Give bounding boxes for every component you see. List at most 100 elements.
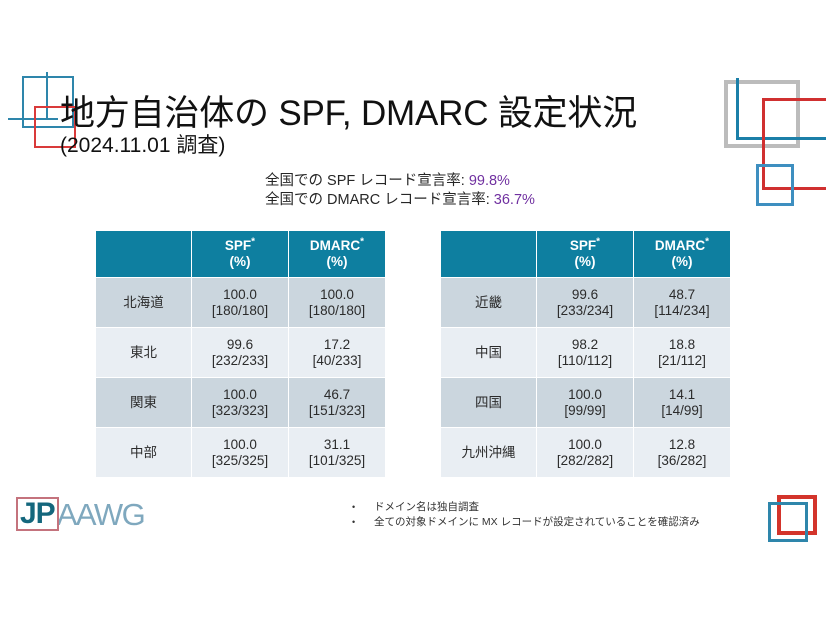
header-spf: SPF* (%): [536, 230, 634, 278]
cell-spf: 100.0 [180/180]: [191, 277, 289, 328]
decoration-square-red-bottom: [777, 495, 817, 535]
cell-region: 近畿: [440, 277, 537, 328]
cell-dmarc: 18.8 [21/112]: [633, 327, 731, 378]
cell-dmarc: 14.1 [14/99]: [633, 377, 731, 428]
cell-dmarc: 12.8 [36/282]: [633, 427, 731, 478]
decoration-line-vertical-blue-right: [736, 78, 739, 140]
header-spf-asterisk: *: [596, 236, 601, 248]
cell-dmarc-pct: 100.0: [320, 286, 354, 302]
cell-dmarc-frac: [36/282]: [657, 452, 707, 468]
cell-spf-frac: [232/233]: [211, 352, 269, 368]
table-row: 近畿 99.6 [233/234] 48.7 [114/234]: [440, 277, 731, 328]
cell-dmarc-pct: 31.1: [323, 436, 351, 452]
header-dmarc-text: DMARC: [654, 238, 706, 253]
cell-region: 中国: [440, 327, 537, 378]
decoration-line-horizontal-blue: [8, 118, 58, 120]
cell-dmarc-pct: 48.7: [668, 286, 696, 302]
footnote-text: ドメイン名は独自調査: [374, 501, 479, 513]
header-dmarc-unit: (%): [326, 254, 348, 269]
cell-spf-pct: 100.0: [223, 436, 257, 452]
decoration-line-vertical-blue: [46, 72, 48, 120]
cell-dmarc-pct: 18.8: [668, 336, 696, 352]
footnote-item: • ドメイン名は独自調査: [352, 500, 700, 515]
cell-region: 中部: [95, 427, 192, 478]
summary-dmarc-label: 全国での DMARC レコード宣言率:: [265, 192, 494, 208]
cell-spf: 100.0 [323/323]: [191, 377, 289, 428]
header-spf-text: SPF: [569, 238, 597, 253]
cell-dmarc-frac: [180/180]: [308, 302, 366, 318]
table-row: 中国 98.2 [110/112] 18.8 [21/112]: [440, 327, 731, 378]
header-dmarc: DMARC* (%): [288, 230, 386, 278]
decoration-line-horizontal-blue-right: [736, 137, 826, 140]
cell-spf: 99.6 [232/233]: [191, 327, 289, 378]
decoration-square-blue-small: [756, 164, 794, 206]
decoration-line-vertical-red-right: [762, 98, 765, 190]
bullet-icon: •: [352, 517, 356, 527]
footnote-item: • 全ての対象ドメインに MX レコードが設定されていることを確認済み: [352, 515, 700, 530]
cell-spf: 100.0 [99/99]: [536, 377, 634, 428]
cell-dmarc-pct: 14.1: [668, 386, 696, 402]
cell-region: 北海道: [95, 277, 192, 328]
table-row: 東北 99.6 [232/233] 17.2 [40/233]: [95, 327, 386, 378]
page-title: 地方自治体の SPF, DMARC 設定状況: [60, 94, 638, 133]
header-region: [440, 230, 537, 278]
cell-dmarc: 17.2 [40/233]: [288, 327, 386, 378]
cell-dmarc: 31.1 [101/325]: [288, 427, 386, 478]
cell-dmarc: 48.7 [114/234]: [633, 277, 731, 328]
cell-spf-frac: [99/99]: [564, 402, 606, 418]
cell-spf: 98.2 [110/112]: [536, 327, 634, 378]
cell-spf-pct: 99.6: [226, 336, 254, 352]
summary-block: 全国での SPF レコード宣言率: 99.8% 全国での DMARC レコード宣…: [265, 172, 535, 210]
cell-spf-pct: 100.0: [223, 286, 257, 302]
table-row: 関東 100.0 [323/323] 46.7 [151/323]: [95, 377, 386, 428]
table-header-row: SPF* (%) DMARC* (%): [440, 230, 731, 278]
cell-spf: 99.6 [233/234]: [536, 277, 634, 328]
footnote-text: 全ての対象ドメインに MX レコードが設定されていることを確認済み: [374, 516, 700, 528]
cell-spf: 100.0 [325/325]: [191, 427, 289, 478]
table-left: SPF* (%) DMARC* (%) 北海道 100.0 [180/180] 100…: [95, 230, 386, 478]
header-dmarc-asterisk: *: [360, 236, 365, 248]
header-spf-text: SPF: [224, 238, 252, 253]
cell-region: 九州沖縄: [440, 427, 537, 478]
summary-spf-label: 全国での SPF レコード宣言率:: [265, 173, 469, 189]
header-spf-unit: (%): [229, 254, 251, 269]
summary-line-dmarc: 全国での DMARC レコード宣言率: 36.7%: [265, 191, 535, 210]
decoration-square-blue: [22, 76, 74, 128]
logo-aawg-text: AAWG: [56, 496, 146, 532]
table-row: 北海道 100.0 [180/180] 100.0 [180/180]: [95, 277, 386, 328]
table-row: 中部 100.0 [325/325] 31.1 [101/325]: [95, 427, 386, 478]
bullet-icon: •: [352, 502, 356, 512]
cell-dmarc-pct: 12.8: [668, 436, 696, 452]
decoration-line-horizontal-red-top: [762, 98, 826, 101]
header-spf-asterisk: *: [251, 236, 256, 248]
decoration-top-left: [8, 72, 88, 152]
summary-dmarc-value: 36.7%: [493, 192, 535, 208]
footnotes: • ドメイン名は独自調査 • 全ての対象ドメインに MX レコードが設定されてい…: [352, 500, 700, 530]
decoration-top-right: [716, 76, 826, 206]
decoration-line-horizontal-red-bottom: [762, 187, 826, 190]
cell-dmarc-pct: 17.2: [323, 336, 351, 352]
table-right-wrapper: SPF* (%) DMARC* (%) 近畿 99.6 [233/234] 48.7[…: [440, 230, 731, 478]
jpaawg-logo: JP AAWG: [16, 494, 146, 534]
cell-dmarc-pct: 46.7: [323, 386, 351, 402]
cell-spf-frac: [282/282]: [556, 452, 614, 468]
header-dmarc: DMARC* (%): [633, 230, 731, 278]
cell-spf-frac: [180/180]: [211, 302, 269, 318]
decoration-square-blue-bottom: [768, 502, 808, 542]
decoration-square-red: [34, 106, 76, 148]
summary-spf-value: 99.8%: [468, 173, 510, 189]
decoration-bottom-right: [768, 495, 824, 543]
cell-spf: 100.0 [282/282]: [536, 427, 634, 478]
cell-dmarc-frac: [101/325]: [308, 452, 366, 468]
cell-dmarc-frac: [151/323]: [308, 402, 366, 418]
header-region: [95, 230, 192, 278]
cell-spf-frac: [325/325]: [211, 452, 269, 468]
header-dmarc-asterisk: *: [705, 236, 710, 248]
cell-dmarc: 100.0 [180/180]: [288, 277, 386, 328]
cell-spf-pct: 100.0: [223, 386, 257, 402]
summary-line-spf: 全国での SPF レコード宣言率: 99.8%: [265, 172, 535, 191]
cell-dmarc-frac: [40/233]: [312, 352, 362, 368]
cell-spf-frac: [323/323]: [211, 402, 269, 418]
cell-dmarc-frac: [114/234]: [654, 302, 710, 318]
header-dmarc-unit: (%): [671, 254, 693, 269]
